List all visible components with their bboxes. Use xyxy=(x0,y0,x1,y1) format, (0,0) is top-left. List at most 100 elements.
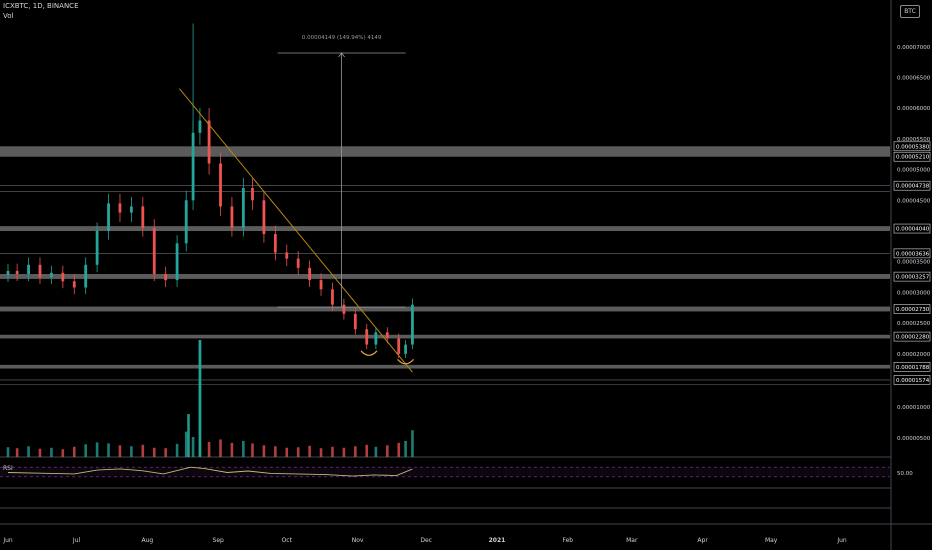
volume-bar xyxy=(374,446,378,457)
measure-label: 0.00004149 (149.94%) 4149 xyxy=(302,35,382,41)
volume-bar xyxy=(164,448,167,457)
level-label-box xyxy=(893,180,931,191)
volume-bar xyxy=(207,441,211,457)
volume-bar xyxy=(411,430,414,457)
date-tick-label: 2021 xyxy=(489,537,506,544)
level-label-box xyxy=(893,248,931,259)
volume-bar xyxy=(191,437,195,457)
candle-body xyxy=(365,329,369,345)
volume-bar xyxy=(262,445,266,457)
candle-body xyxy=(15,270,19,274)
candle-body xyxy=(404,344,407,354)
candle-body xyxy=(230,206,234,228)
volume-bar xyxy=(61,449,65,457)
level-label: 0.00002280 xyxy=(896,335,930,341)
candle-body xyxy=(207,120,211,164)
volume-bar xyxy=(38,448,42,457)
level-label-box xyxy=(893,362,931,372)
volume-bar xyxy=(50,447,53,457)
level-label: 0.00004738 xyxy=(896,184,930,190)
volume-bar xyxy=(141,444,145,457)
level-label-box xyxy=(893,331,931,342)
volume-spike xyxy=(187,414,190,457)
date-tick-label: Jun xyxy=(2,537,13,544)
price-tick-label: 0.00007000 xyxy=(897,45,931,51)
date-tick-label: Aug xyxy=(142,537,154,544)
date-tick-label: Jul xyxy=(72,537,81,544)
candle-body xyxy=(6,270,10,276)
volume-bar xyxy=(15,448,19,457)
candle-body xyxy=(262,200,266,235)
candle-body xyxy=(251,188,254,201)
volume-bar xyxy=(84,444,87,457)
volume-bar xyxy=(365,444,369,457)
volume-bar xyxy=(219,439,222,457)
candle-body xyxy=(411,304,414,345)
price-tick-label: 0.00002000 xyxy=(897,352,931,358)
volume-bar xyxy=(404,440,407,457)
volume-bar xyxy=(230,442,234,457)
candle-body xyxy=(129,206,133,213)
price-tick-label: 0.00005000 xyxy=(897,168,931,174)
measure-arrow xyxy=(338,52,345,58)
level-label: 0.00001788 xyxy=(896,365,930,371)
candle-body xyxy=(273,234,277,253)
candle-body xyxy=(198,120,202,133)
rsi-level-label: 50.00 xyxy=(897,471,913,477)
date-tick-label: Oct xyxy=(282,537,293,544)
volume-bar xyxy=(130,446,133,457)
level-label: 0.00002730 xyxy=(896,307,930,313)
rsi-line xyxy=(7,466,413,477)
price-tick-label: 0.00003000 xyxy=(897,290,931,296)
resistance-band xyxy=(0,146,890,157)
volume-bar xyxy=(274,446,277,457)
volume-bar xyxy=(6,447,10,457)
candle-body xyxy=(61,272,65,282)
price-tick-label: 0.00003500 xyxy=(897,260,931,266)
price-tick-label: 0.00006000 xyxy=(897,106,931,112)
candle-body xyxy=(308,267,312,281)
candle-body xyxy=(184,200,188,244)
candle-body xyxy=(164,273,168,281)
candle-body xyxy=(84,264,88,288)
bottom-arc xyxy=(397,358,415,365)
candle-body xyxy=(175,243,179,281)
date-tick-label: Sep xyxy=(213,537,225,544)
date-tick-label: Jun xyxy=(836,537,847,544)
volume-bar xyxy=(184,431,188,457)
volume-bar xyxy=(251,443,254,457)
candle-body xyxy=(27,264,30,274)
level-label: 0.00004040 xyxy=(896,227,930,233)
level-label: 0.00003636 xyxy=(896,251,930,257)
candle-body xyxy=(107,203,110,232)
candle-body xyxy=(296,258,300,268)
level-label-box xyxy=(893,375,931,385)
volume-bar xyxy=(175,443,179,457)
resistance-band xyxy=(0,334,890,339)
date-tick-label: Apr xyxy=(697,537,708,544)
price-tick-label: 0.00001000 xyxy=(897,405,931,411)
volume-bar xyxy=(72,446,76,457)
level-label-box xyxy=(893,223,931,234)
level-label: 0.00005380 xyxy=(896,144,930,150)
currency-badge[interactable]: BTC xyxy=(900,5,920,18)
rsi-band xyxy=(0,467,890,477)
volume-bar xyxy=(152,447,156,457)
price-tick-label: 0.00000500 xyxy=(897,436,931,442)
level-label: 0.00005210 xyxy=(896,155,930,161)
level-label-box xyxy=(893,271,931,282)
date-tick-label: Nov xyxy=(352,537,364,544)
candle-body xyxy=(385,332,389,339)
candle-body xyxy=(342,304,346,314)
volume-bar xyxy=(27,446,30,457)
level-label-box xyxy=(893,304,931,314)
volume-label: Vol xyxy=(3,12,14,20)
resistance-band xyxy=(0,306,890,312)
volume-bar xyxy=(308,445,311,457)
candle-body xyxy=(285,252,289,259)
candle-body xyxy=(50,272,53,278)
rsi-label: RSI xyxy=(3,465,13,472)
bottom-arc xyxy=(360,350,378,356)
date-tick-label: Feb xyxy=(562,537,573,544)
